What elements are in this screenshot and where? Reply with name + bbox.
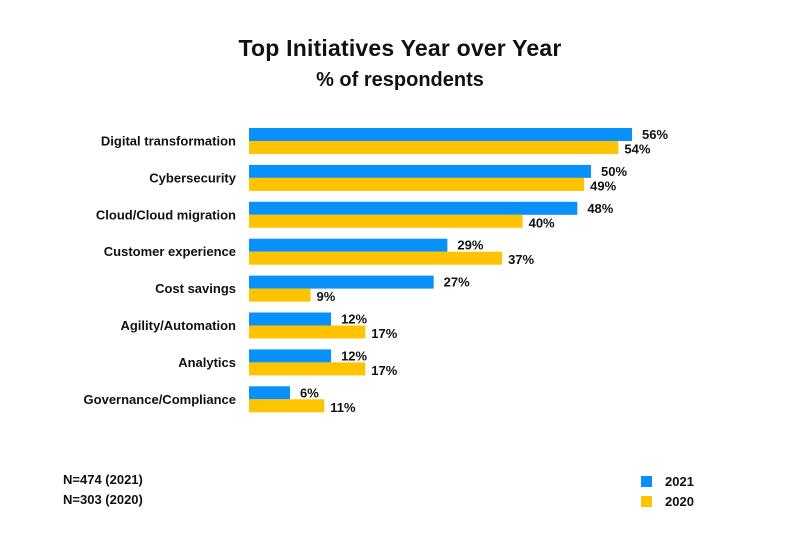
value-label-2021-cloud-cloud-migration: 48% [587,201,613,216]
chart-subtitle: % of respondents [316,69,484,91]
bar-2020-cloud-cloud-migration [249,214,523,228]
category-label-governance-compliance: Governance/Compliance [84,392,236,407]
value-label-2020-governance-compliance: 11% [330,400,356,415]
bar-2021-governance-compliance [249,386,291,400]
value-label-2020-customer-experience: 37% [508,252,534,267]
legend-item-2021: 2021 [641,473,694,489]
value-label-2020-cost-savings: 9% [317,289,336,304]
legend-label-2021: 2021 [665,473,694,489]
value-label-2021-digital-transformation: 56% [642,127,668,142]
bar-2021-customer-experience [249,238,448,252]
bar-2020-governance-compliance [249,399,325,413]
legend-label-2020: 2020 [665,493,694,509]
legend-swatch-2021 [641,475,652,487]
category-label-cloud-cloud-migration: Cloud/Cloud migration [96,207,236,222]
category-label-customer-experience: Customer experience [104,244,236,259]
category-label-digital-transformation: Digital transformation [101,134,236,149]
bar-2021-agility-automation [249,312,332,326]
value-label-2021-governance-compliance: 6% [300,385,319,400]
value-label-2020-cybersecurity: 49% [590,178,616,193]
bar-2020-digital-transformation [249,141,619,154]
value-label-2021-customer-experience: 29% [457,238,483,253]
value-label-2020-analytics: 17% [371,363,397,378]
bar-2021-cybersecurity [249,164,591,178]
value-label-2021-cybersecurity: 50% [601,164,627,179]
bar-2021-cost-savings [249,275,434,289]
bar-2021-digital-transformation [249,128,633,141]
bar-2020-agility-automation [249,325,366,339]
category-label-agility-automation: Agility/Automation [120,318,236,333]
legend-item-2020: 2020 [641,493,694,509]
value-label-2020-cloud-cloud-migration: 40% [529,215,555,230]
category-label-cost-savings: Cost savings [155,281,236,296]
bar-2020-analytics [249,362,366,376]
bar-2020-customer-experience [249,251,503,265]
value-label-2021-analytics: 12% [341,348,367,363]
bar-2020-cost-savings [249,288,311,302]
category-label-analytics: Analytics [178,355,236,370]
value-label-2020-digital-transformation: 54% [624,142,650,157]
sample-size-2020: N=303 (2020) [63,492,143,507]
value-label-2021-agility-automation: 12% [341,312,367,327]
category-label-cybersecurity: Cybersecurity [149,170,236,185]
value-label-2020-agility-automation: 17% [371,326,397,341]
sample-size-2021: N=474 (2021) [63,472,143,487]
chart-title: Top Initiatives Year over Year [238,35,562,61]
bar-2021-cloud-cloud-migration [249,201,578,215]
bar-2021-analytics [249,349,332,363]
bar-2020-cybersecurity [249,177,585,191]
legend-swatch-2020 [641,495,652,507]
value-label-2021-cost-savings: 27% [444,275,470,290]
